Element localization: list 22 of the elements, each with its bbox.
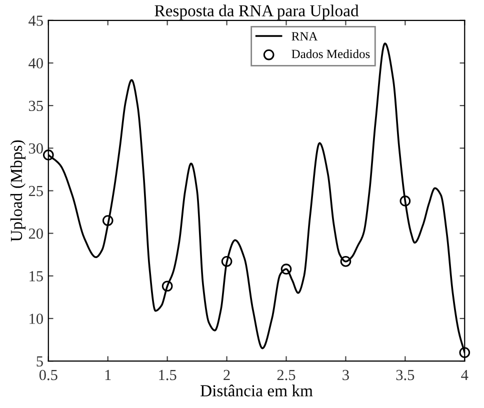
legend-label: Dados Medidos — [292, 49, 370, 58]
x-axis-title: Distância em km — [200, 384, 313, 396]
y-tick-label: 45 — [28, 16, 43, 26]
y-tick-label: 40 — [28, 58, 43, 68]
y-tick-label: 5 — [36, 356, 43, 367]
x-tick-label: 1 — [105, 370, 111, 380]
y-tick-label: 35 — [28, 100, 43, 112]
chart-title: Resposta da RNA para Upload — [154, 4, 359, 20]
y-tick-label: 15 — [30, 271, 43, 282]
y-tick-label: 10 — [30, 314, 43, 324]
x-tick-label: 3 — [342, 370, 349, 380]
y-tick-label: 25 — [28, 186, 43, 196]
x-tick-label: 2 — [224, 370, 230, 380]
x-tick-label: 0.5 — [39, 370, 58, 380]
legend-label: RNA — [292, 32, 318, 40]
x-tick-label: 1.5 — [159, 370, 176, 380]
x-tick-label: 3.5 — [396, 370, 414, 380]
y-axis-title: Upload (Mbps) — [10, 140, 26, 242]
y-tick-label: 30 — [28, 143, 43, 154]
y-tick-label: 20 — [28, 228, 43, 239]
x-tick-label: 2.5 — [277, 370, 296, 380]
x-tick-label: 4 — [461, 370, 468, 380]
